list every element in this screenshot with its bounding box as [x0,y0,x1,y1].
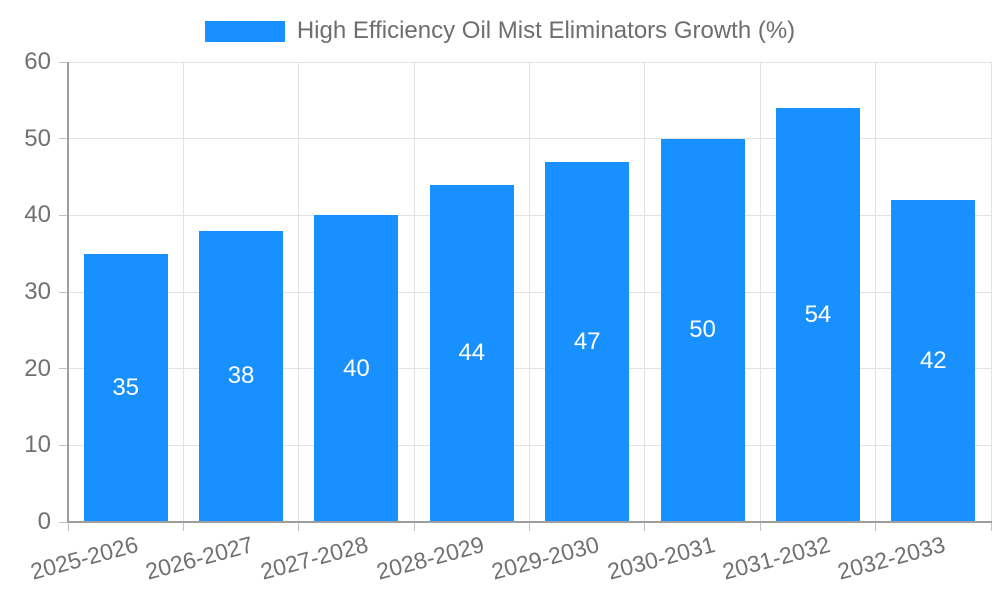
bar[interactable] [775,108,860,522]
y-tick-mark [59,138,68,140]
v-gridline [529,62,530,522]
x-tick-label: 2028-2029 [373,531,487,585]
x-tick-mark [529,522,530,531]
bar[interactable] [891,200,976,522]
x-tick-mark [875,522,877,531]
y-tick-label: 10 [24,431,51,459]
bar[interactable] [545,161,630,522]
y-tick-mark [59,444,68,446]
bar-value-label: 35 [112,373,140,401]
x-tick-mark [413,522,415,531]
bar-value-label: 47 [573,327,601,355]
y-tick-mark [59,368,68,370]
y-tick-label: 60 [24,48,51,75]
y-tick-label: 20 [24,354,51,382]
bar-value-label: 38 [227,362,255,390]
y-tick-label: 50 [24,124,51,152]
v-gridline [644,62,646,522]
x-tick-mark [298,522,300,531]
bar-value-label: 50 [689,316,716,344]
x-tick-label: 2025-2026 [27,531,141,585]
x-tick-mark [759,522,761,531]
bar[interactable] [199,230,284,522]
y-tick-mark [59,521,68,523]
v-gridline [759,62,761,522]
x-tick-label: 2032-2033 [835,531,949,585]
v-gridline [990,62,992,522]
x-tick-label: 2029-2030 [488,531,602,585]
y-axis-line [67,62,69,523]
y-tick-label: 30 [24,278,51,305]
x-tick-label: 2031-2032 [719,531,833,585]
bar-value-label: 42 [919,347,947,374]
y-tick-label: 0 [37,508,51,535]
x-tick-mark [644,522,646,531]
x-tick-mark [67,522,69,531]
x-axis-line [67,521,992,523]
bar[interactable] [660,138,745,522]
x-tick-mark [182,522,184,531]
y-tick-mark [59,291,68,293]
y-tick-mark [59,214,68,216]
x-tick-label: 2027-2028 [258,531,372,585]
bar[interactable] [83,253,168,522]
v-gridline [875,62,877,522]
x-tick-label: 2030-2031 [604,531,718,585]
v-gridline [182,62,184,522]
legend-swatch [204,20,285,42]
x-tick-mark [990,522,992,531]
y-tick-mark [59,61,68,63]
legend[interactable]: High Efficiency Oil Mist Eliminators Gro… [0,17,1000,45]
bar-value-label: 44 [458,339,486,367]
x-tick-label: 2026-2027 [142,531,256,585]
v-gridline [298,62,300,522]
bar[interactable] [314,215,399,522]
bar-value-label: 40 [343,354,370,382]
bar[interactable] [429,184,514,522]
y-tick-label: 40 [24,201,51,229]
legend-label: High Efficiency Oil Mist Eliminators Gro… [296,17,796,44]
bar-value-label: 54 [804,301,832,328]
v-gridline [413,62,415,522]
